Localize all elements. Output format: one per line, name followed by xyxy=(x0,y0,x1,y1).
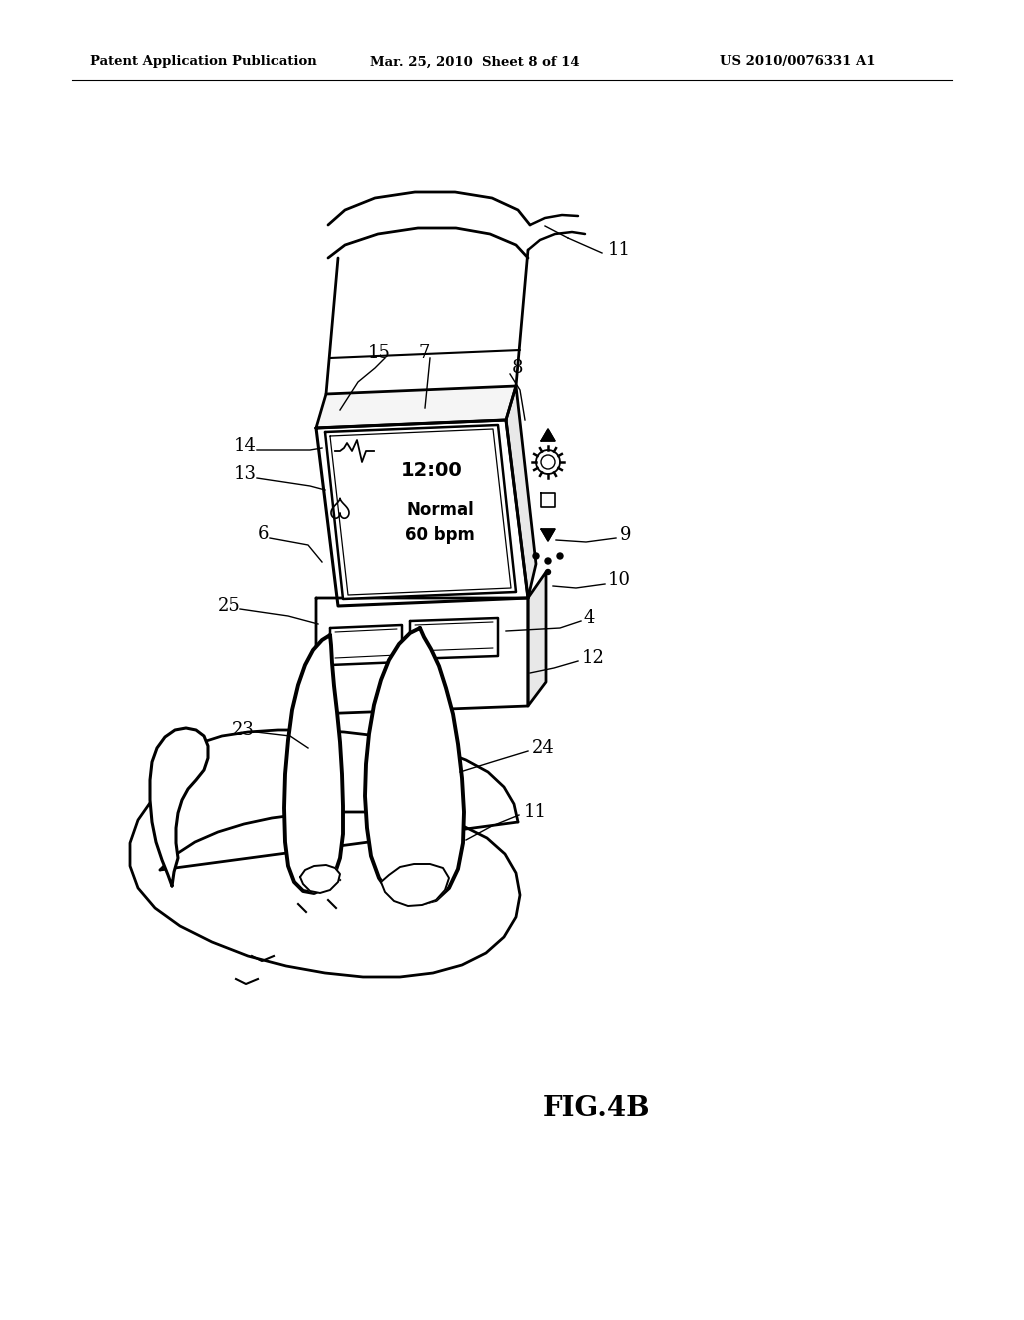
Text: 10: 10 xyxy=(608,572,631,589)
Polygon shape xyxy=(381,865,449,906)
Polygon shape xyxy=(506,385,536,598)
Text: 7: 7 xyxy=(418,345,429,362)
Polygon shape xyxy=(410,618,498,659)
Text: 24: 24 xyxy=(532,739,555,756)
Text: 23: 23 xyxy=(232,721,255,739)
Polygon shape xyxy=(330,624,402,665)
Text: 11: 11 xyxy=(608,242,631,259)
Polygon shape xyxy=(130,730,520,977)
Text: Patent Application Publication: Patent Application Publication xyxy=(90,55,316,69)
Polygon shape xyxy=(316,420,528,606)
Text: 12:00: 12:00 xyxy=(401,461,463,479)
Polygon shape xyxy=(541,492,555,507)
Text: Normal: Normal xyxy=(407,502,474,519)
Polygon shape xyxy=(541,429,555,441)
Circle shape xyxy=(546,569,551,574)
Text: 13: 13 xyxy=(234,465,257,483)
Polygon shape xyxy=(541,529,555,541)
Polygon shape xyxy=(300,865,340,894)
Polygon shape xyxy=(528,572,546,706)
Text: 15: 15 xyxy=(368,345,391,362)
Text: 11: 11 xyxy=(524,803,547,821)
Polygon shape xyxy=(326,249,528,393)
Text: 12: 12 xyxy=(582,649,605,667)
Text: 14: 14 xyxy=(234,437,257,455)
Text: 60 bpm: 60 bpm xyxy=(406,525,475,544)
Text: FIG.4B: FIG.4B xyxy=(543,1094,650,1122)
Text: 8: 8 xyxy=(512,359,523,378)
Text: US 2010/0076331 A1: US 2010/0076331 A1 xyxy=(720,55,876,69)
Polygon shape xyxy=(316,385,516,428)
Circle shape xyxy=(557,553,563,558)
Circle shape xyxy=(545,558,551,564)
Circle shape xyxy=(534,553,539,558)
Text: 4: 4 xyxy=(584,609,595,627)
Text: Mar. 25, 2010  Sheet 8 of 14: Mar. 25, 2010 Sheet 8 of 14 xyxy=(370,55,580,69)
Text: 9: 9 xyxy=(620,525,632,544)
Polygon shape xyxy=(284,635,343,894)
Polygon shape xyxy=(365,628,464,904)
Polygon shape xyxy=(316,598,528,714)
Text: 25: 25 xyxy=(218,597,241,615)
Text: 6: 6 xyxy=(258,525,269,543)
Polygon shape xyxy=(325,425,516,599)
Polygon shape xyxy=(150,729,208,886)
